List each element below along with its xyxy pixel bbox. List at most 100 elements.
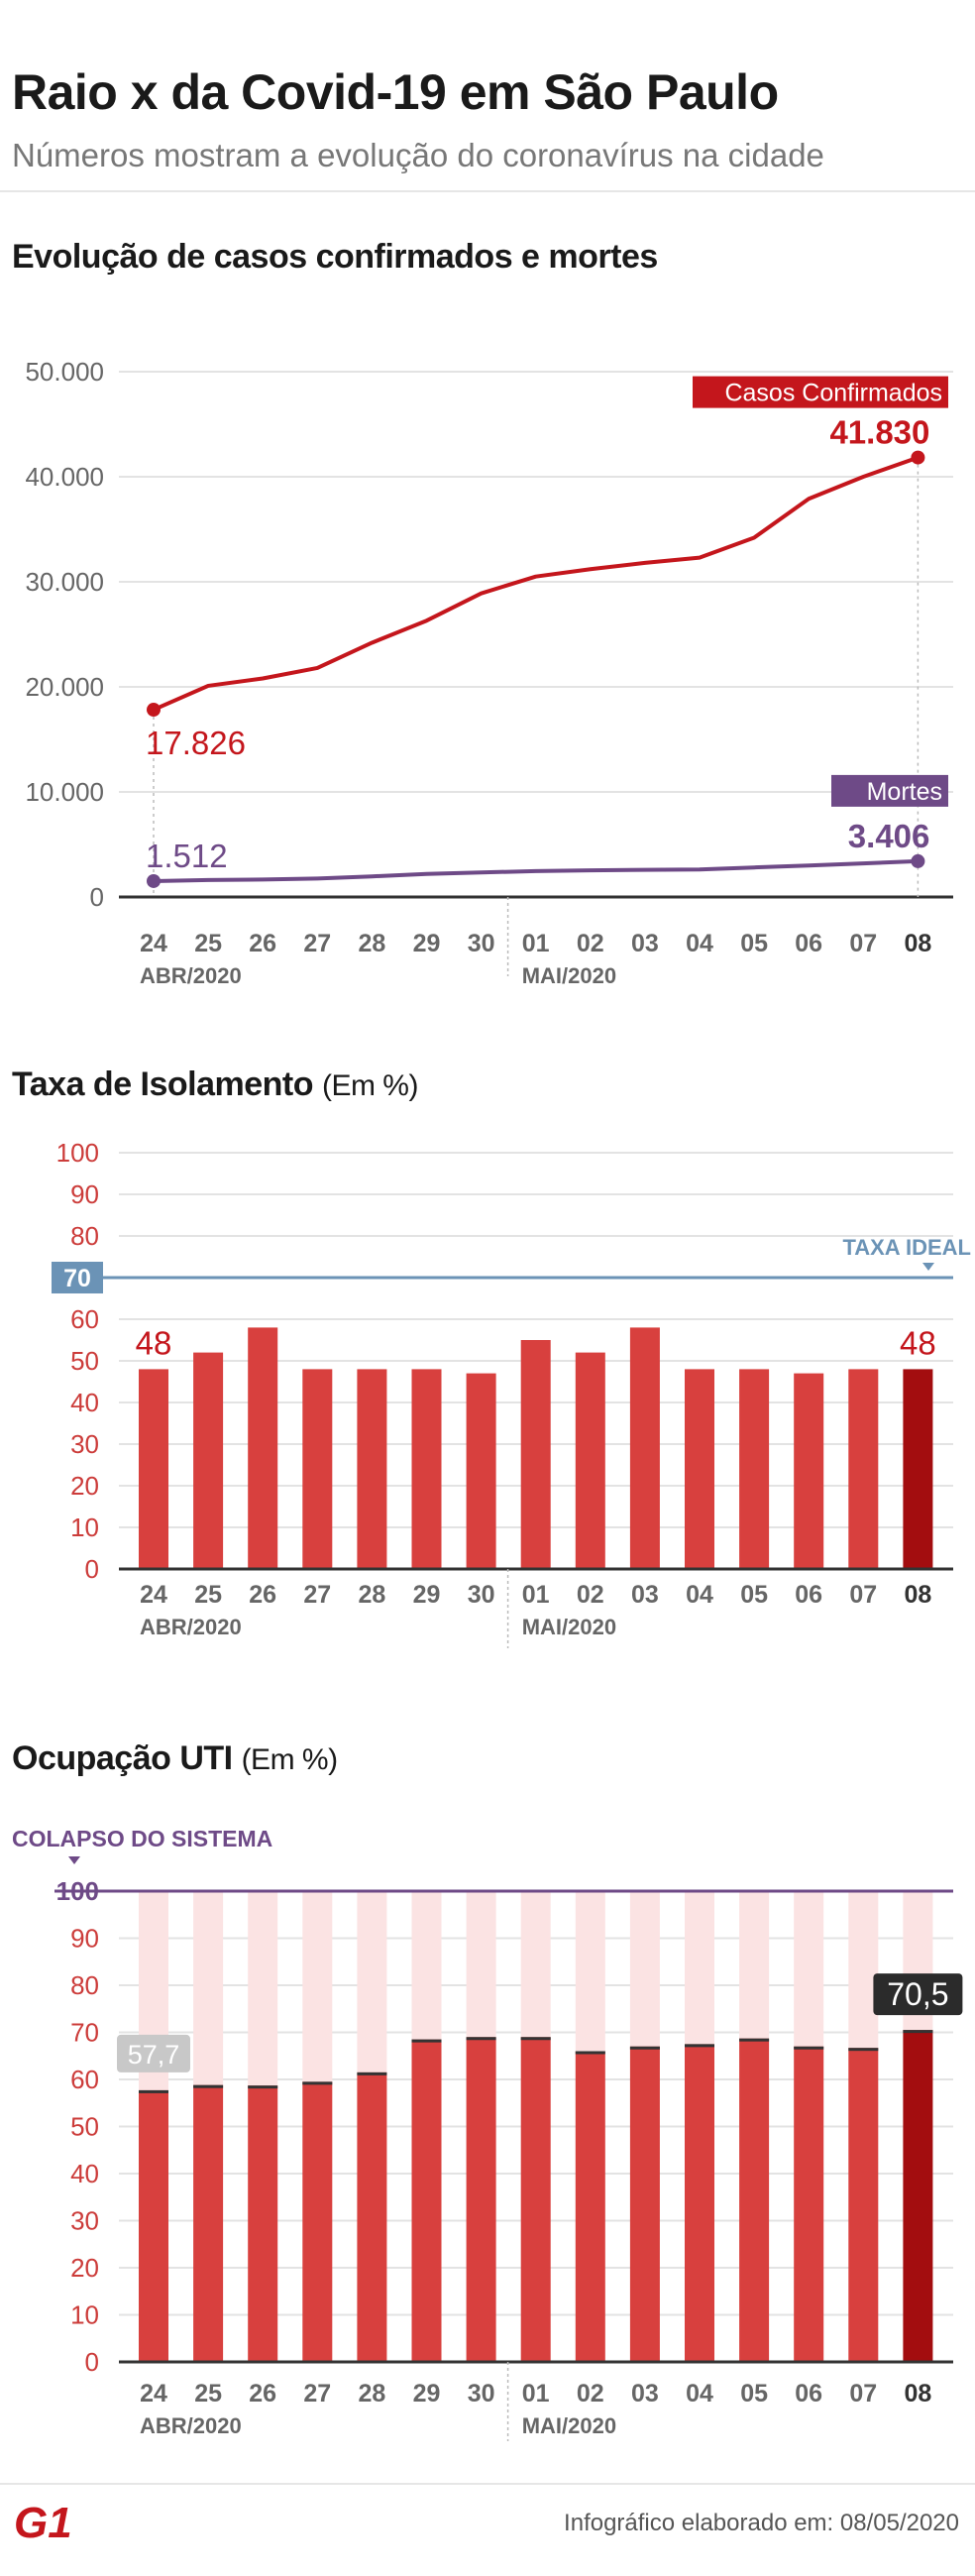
month-label: ABR/2020 xyxy=(140,1615,242,1639)
x-tick-label: 06 xyxy=(795,930,822,957)
x-tick-label: 02 xyxy=(577,930,604,957)
capacity-background xyxy=(685,1891,714,2045)
reference-label: TAXA IDEAL xyxy=(842,1235,971,1260)
x-tick-label: 26 xyxy=(249,2380,276,2408)
x-tick-label: 05 xyxy=(740,930,768,957)
bar-cap xyxy=(575,2051,605,2055)
deaths-point xyxy=(911,853,925,868)
x-tick-label: 06 xyxy=(795,2380,822,2408)
g1-logo: G1 xyxy=(14,2499,83,2548)
bar xyxy=(466,1373,496,1569)
bar xyxy=(411,2039,442,2362)
y-tick-label: 30 xyxy=(70,2206,99,2236)
x-tick-label: 04 xyxy=(686,1581,713,1609)
bar-cap xyxy=(193,2084,224,2088)
y-tick-label: 30.000 xyxy=(25,567,104,597)
y-tick-label: 90 xyxy=(70,1924,99,1954)
g1-logo-text: G1 xyxy=(14,2500,72,2543)
x-tick-label: 27 xyxy=(303,930,331,957)
chart3-unit: (Em %) xyxy=(241,1743,339,1776)
bar-cap xyxy=(903,2030,933,2034)
capacity-background xyxy=(739,1891,770,2039)
bar xyxy=(629,1327,660,1569)
x-tick-label: 05 xyxy=(740,1581,768,1609)
x-tick-label: 08 xyxy=(904,2380,931,2408)
y-tick-label: 40.000 xyxy=(25,462,104,492)
bar-cap xyxy=(739,2038,770,2042)
footer-divider xyxy=(0,2483,975,2485)
x-tick-label: 07 xyxy=(849,1581,877,1609)
bar xyxy=(685,1369,714,1569)
first-bar-label: 48 xyxy=(136,1324,172,1361)
reference-arrow xyxy=(922,1263,934,1271)
x-tick-label: 07 xyxy=(849,2380,877,2408)
deaths-legend-box xyxy=(831,774,948,807)
y-tick-label: 90 xyxy=(70,1179,99,1209)
cases-last-label: 41.830 xyxy=(829,414,929,451)
bar xyxy=(848,1369,879,1569)
x-tick-label: 25 xyxy=(194,2380,222,2408)
x-tick-label: 02 xyxy=(577,2380,604,2408)
last-bar-label-box xyxy=(873,1973,963,2016)
isolation-chart: 010203040506070809010070TAXA IDEAL484824… xyxy=(52,1138,971,1648)
chart2-unit: (Em %) xyxy=(321,1069,419,1102)
bar xyxy=(848,2048,879,2362)
x-tick-label: 29 xyxy=(413,2380,441,2408)
capacity-background xyxy=(848,1891,879,2049)
bar xyxy=(739,2038,770,2362)
y-tick-label: 10 xyxy=(70,1512,99,1542)
reference-tick-label: 100 xyxy=(56,1876,99,1906)
bar-cap xyxy=(139,2089,168,2093)
x-tick-label: 07 xyxy=(849,930,877,957)
cases-legend-label: Casos Confirmados xyxy=(724,380,942,407)
x-tick-label: 26 xyxy=(249,1581,276,1609)
x-tick-label: 30 xyxy=(468,930,495,957)
bar xyxy=(466,2037,496,2362)
x-tick-label: 28 xyxy=(358,1581,385,1609)
bar xyxy=(193,2084,224,2362)
chart1-title: Evolução de casos confirmados e mortes xyxy=(12,238,658,276)
capacity-background xyxy=(520,1891,551,2038)
bar xyxy=(739,1369,770,1569)
bar-cap xyxy=(466,2037,496,2041)
y-tick-label: 0 xyxy=(90,882,104,912)
month-label: ABR/2020 xyxy=(140,2413,242,2438)
month-label: MAI/2020 xyxy=(522,1615,616,1639)
x-tick-label: 06 xyxy=(795,1581,822,1609)
bar xyxy=(794,1373,824,1569)
bar xyxy=(629,2046,660,2362)
x-tick-label: 24 xyxy=(140,930,167,957)
x-tick-label: 27 xyxy=(303,2380,331,2408)
capacity-background xyxy=(575,1891,605,2052)
y-tick-label: 70 xyxy=(70,2018,99,2048)
bar xyxy=(302,1369,333,1569)
capacity-background xyxy=(302,1891,333,2082)
y-tick-label: 20.000 xyxy=(25,672,104,702)
chart2-title-text: Taxa de Isolamento xyxy=(12,1065,314,1103)
deaths-last-label: 3.406 xyxy=(848,818,930,854)
y-tick-label: 0 xyxy=(85,2347,99,2377)
deaths-first-label: 1.512 xyxy=(146,838,228,874)
reference-arrow xyxy=(68,1856,80,1864)
x-tick-label: 27 xyxy=(303,1581,331,1609)
bar xyxy=(520,2037,551,2362)
month-label: ABR/2020 xyxy=(140,963,242,988)
deaths-line xyxy=(153,858,919,883)
cases-deaths-chart: 0 10.000 20.000 30.000 40.000 50.000 17.826 41.… xyxy=(25,357,953,988)
bar xyxy=(685,2044,714,2362)
x-tick-label: 03 xyxy=(631,2380,659,2408)
last-bar-label: 48 xyxy=(900,1324,936,1361)
capacity-background xyxy=(466,1891,496,2038)
reference-tick-label: 70 xyxy=(63,1265,91,1292)
x-tick-label: 03 xyxy=(631,1581,659,1609)
cases-point xyxy=(911,450,925,465)
y-tick-label: 80 xyxy=(70,1221,99,1251)
y-tick-label: 40 xyxy=(70,1388,99,1417)
capacity-background xyxy=(411,1891,442,2040)
y-tick-label: 60 xyxy=(70,2065,99,2094)
chart2-title: Taxa de Isolamento (Em %) xyxy=(12,1065,418,1104)
bar xyxy=(248,1327,278,1569)
cases-first-label: 17.826 xyxy=(146,725,246,761)
x-tick-label: 08 xyxy=(904,1581,931,1609)
